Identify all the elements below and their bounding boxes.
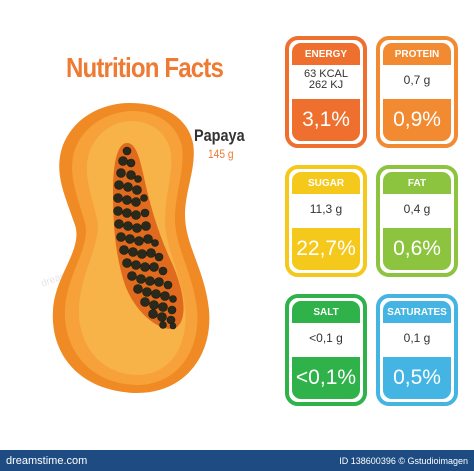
- card-value: 11,3 g: [292, 194, 360, 224]
- card-percent: <0,1%: [292, 357, 360, 399]
- card-label: ENERGY: [292, 43, 360, 65]
- card-value: 0,1 g: [383, 323, 451, 353]
- card-percent: 0,5%: [383, 357, 451, 399]
- card-label: PROTEIN: [383, 43, 451, 65]
- footer-bar: dreamstime.com ID 138600396 © Gstudioima…: [0, 450, 474, 471]
- card-value-line: 0,7 g: [403, 72, 431, 87]
- footer-image-id: ID 138600396 © Gstudioimagen: [339, 456, 468, 466]
- card-value: <0,1 g: [292, 323, 360, 353]
- card-value: 63 KCAL 262 KJ: [292, 65, 360, 95]
- saturates-card: SATURATES 0,1 g 0,5%: [376, 294, 458, 406]
- card-value: 0,7 g: [383, 65, 451, 95]
- card-value-line: 0,4 g: [403, 201, 431, 216]
- papaya-illustration: [52, 103, 210, 394]
- salt-card: SALT <0,1 g <0,1%: [285, 294, 367, 406]
- fat-card: FAT 0,4 g 0,6%: [376, 165, 458, 277]
- card-percent: 0,9%: [383, 99, 451, 141]
- card-percent: 0,6%: [383, 228, 451, 270]
- card-value: 0,4 g: [383, 194, 451, 224]
- card-label: SATURATES: [383, 301, 451, 323]
- sugar-card: SUGAR 11,3 g 22,7%: [285, 165, 367, 277]
- fruit-name: Papaya: [194, 126, 245, 145]
- card-value-line: 0,1 g: [403, 330, 431, 345]
- card-label: SALT: [292, 301, 360, 323]
- fruit-weight: 145 g: [208, 147, 234, 161]
- card-percent: 3,1%: [292, 99, 360, 141]
- card-value-line: <0,1 g: [309, 330, 343, 345]
- card-percent: 22,7%: [292, 228, 360, 270]
- energy-card: ENERGY 63 KCAL 262 KJ 3,1%: [285, 36, 367, 148]
- footer-site: dreamstime.com: [6, 455, 88, 467]
- card-label: FAT: [383, 172, 451, 194]
- card-label: SUGAR: [292, 172, 360, 194]
- protein-card: PROTEIN 0,7 g 0,9%: [376, 36, 458, 148]
- card-value-line: 262 KJ: [308, 79, 344, 91]
- page-title: Nutrition Facts: [66, 52, 224, 83]
- card-value-line: 11,3 g: [309, 201, 343, 216]
- card-value-line: 63 KCAL: [303, 68, 349, 80]
